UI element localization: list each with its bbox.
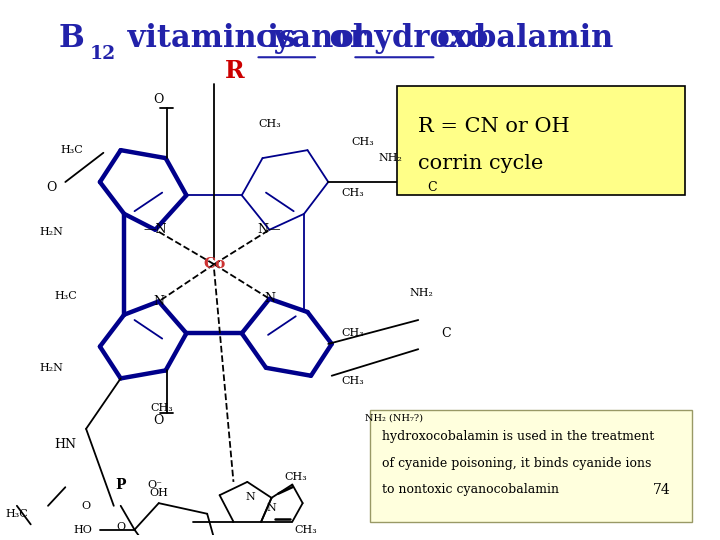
Text: H₃C: H₃C — [61, 145, 84, 155]
Text: P: P — [115, 477, 126, 491]
Text: C: C — [427, 181, 437, 194]
Text: Co: Co — [203, 257, 225, 271]
Text: O: O — [46, 181, 57, 194]
Text: of cyanide poisoning, it binds cyanide ions: of cyanide poisoning, it binds cyanide i… — [382, 457, 651, 470]
Text: O: O — [81, 501, 91, 511]
Text: corrin cycle: corrin cycle — [418, 154, 544, 173]
Text: hydroxocobalamin is used in the treatment: hydroxocobalamin is used in the treatmen… — [382, 430, 654, 443]
Text: 74: 74 — [653, 483, 671, 497]
Text: OH: OH — [149, 488, 168, 497]
Text: HO: HO — [73, 525, 92, 535]
Text: 12: 12 — [89, 44, 116, 63]
Text: O: O — [153, 93, 164, 106]
Text: N: N — [264, 292, 275, 305]
Text: cobalamin: cobalamin — [437, 23, 614, 54]
Text: N: N — [153, 295, 164, 308]
Text: N—: N— — [258, 223, 282, 237]
Text: CH₃: CH₃ — [341, 328, 364, 338]
Text: B: B — [58, 23, 84, 54]
Text: H₃C: H₃C — [54, 291, 77, 301]
Text: cyano: cyano — [256, 23, 354, 54]
FancyBboxPatch shape — [397, 86, 685, 195]
Text: CH₃: CH₃ — [284, 471, 307, 482]
Text: R: R — [225, 58, 245, 83]
Text: or: or — [319, 23, 377, 54]
Text: CH₃: CH₃ — [341, 187, 364, 198]
Text: hydroxo: hydroxo — [353, 23, 489, 54]
FancyBboxPatch shape — [370, 410, 691, 522]
Text: CH₃: CH₃ — [150, 403, 174, 413]
Text: vitamin is: vitamin is — [117, 23, 307, 54]
Text: HN: HN — [54, 438, 76, 451]
Text: NH₂ (NH₇?): NH₂ (NH₇?) — [365, 414, 423, 423]
Text: NH₂: NH₂ — [410, 288, 433, 299]
Text: O: O — [153, 414, 164, 427]
Text: O⁻: O⁻ — [148, 480, 163, 490]
Text: O: O — [116, 522, 125, 532]
Text: C: C — [441, 327, 451, 340]
Text: to nontoxic cyanocobalamin: to nontoxic cyanocobalamin — [382, 483, 559, 496]
Text: CH₃: CH₃ — [351, 137, 374, 147]
Text: —N: —N — [143, 223, 167, 237]
Text: R = CN or OH: R = CN or OH — [418, 117, 570, 136]
Text: CH₃: CH₃ — [294, 525, 318, 535]
Text: H₂N: H₂N — [40, 227, 63, 238]
Text: CH₃: CH₃ — [341, 376, 364, 386]
Text: CH₃: CH₃ — [258, 119, 281, 129]
Text: N: N — [266, 503, 276, 514]
Text: NH₂: NH₂ — [379, 153, 402, 163]
Text: H₂N: H₂N — [40, 363, 63, 373]
Text: N: N — [246, 492, 256, 502]
Text: H₃C: H₃C — [6, 509, 28, 519]
